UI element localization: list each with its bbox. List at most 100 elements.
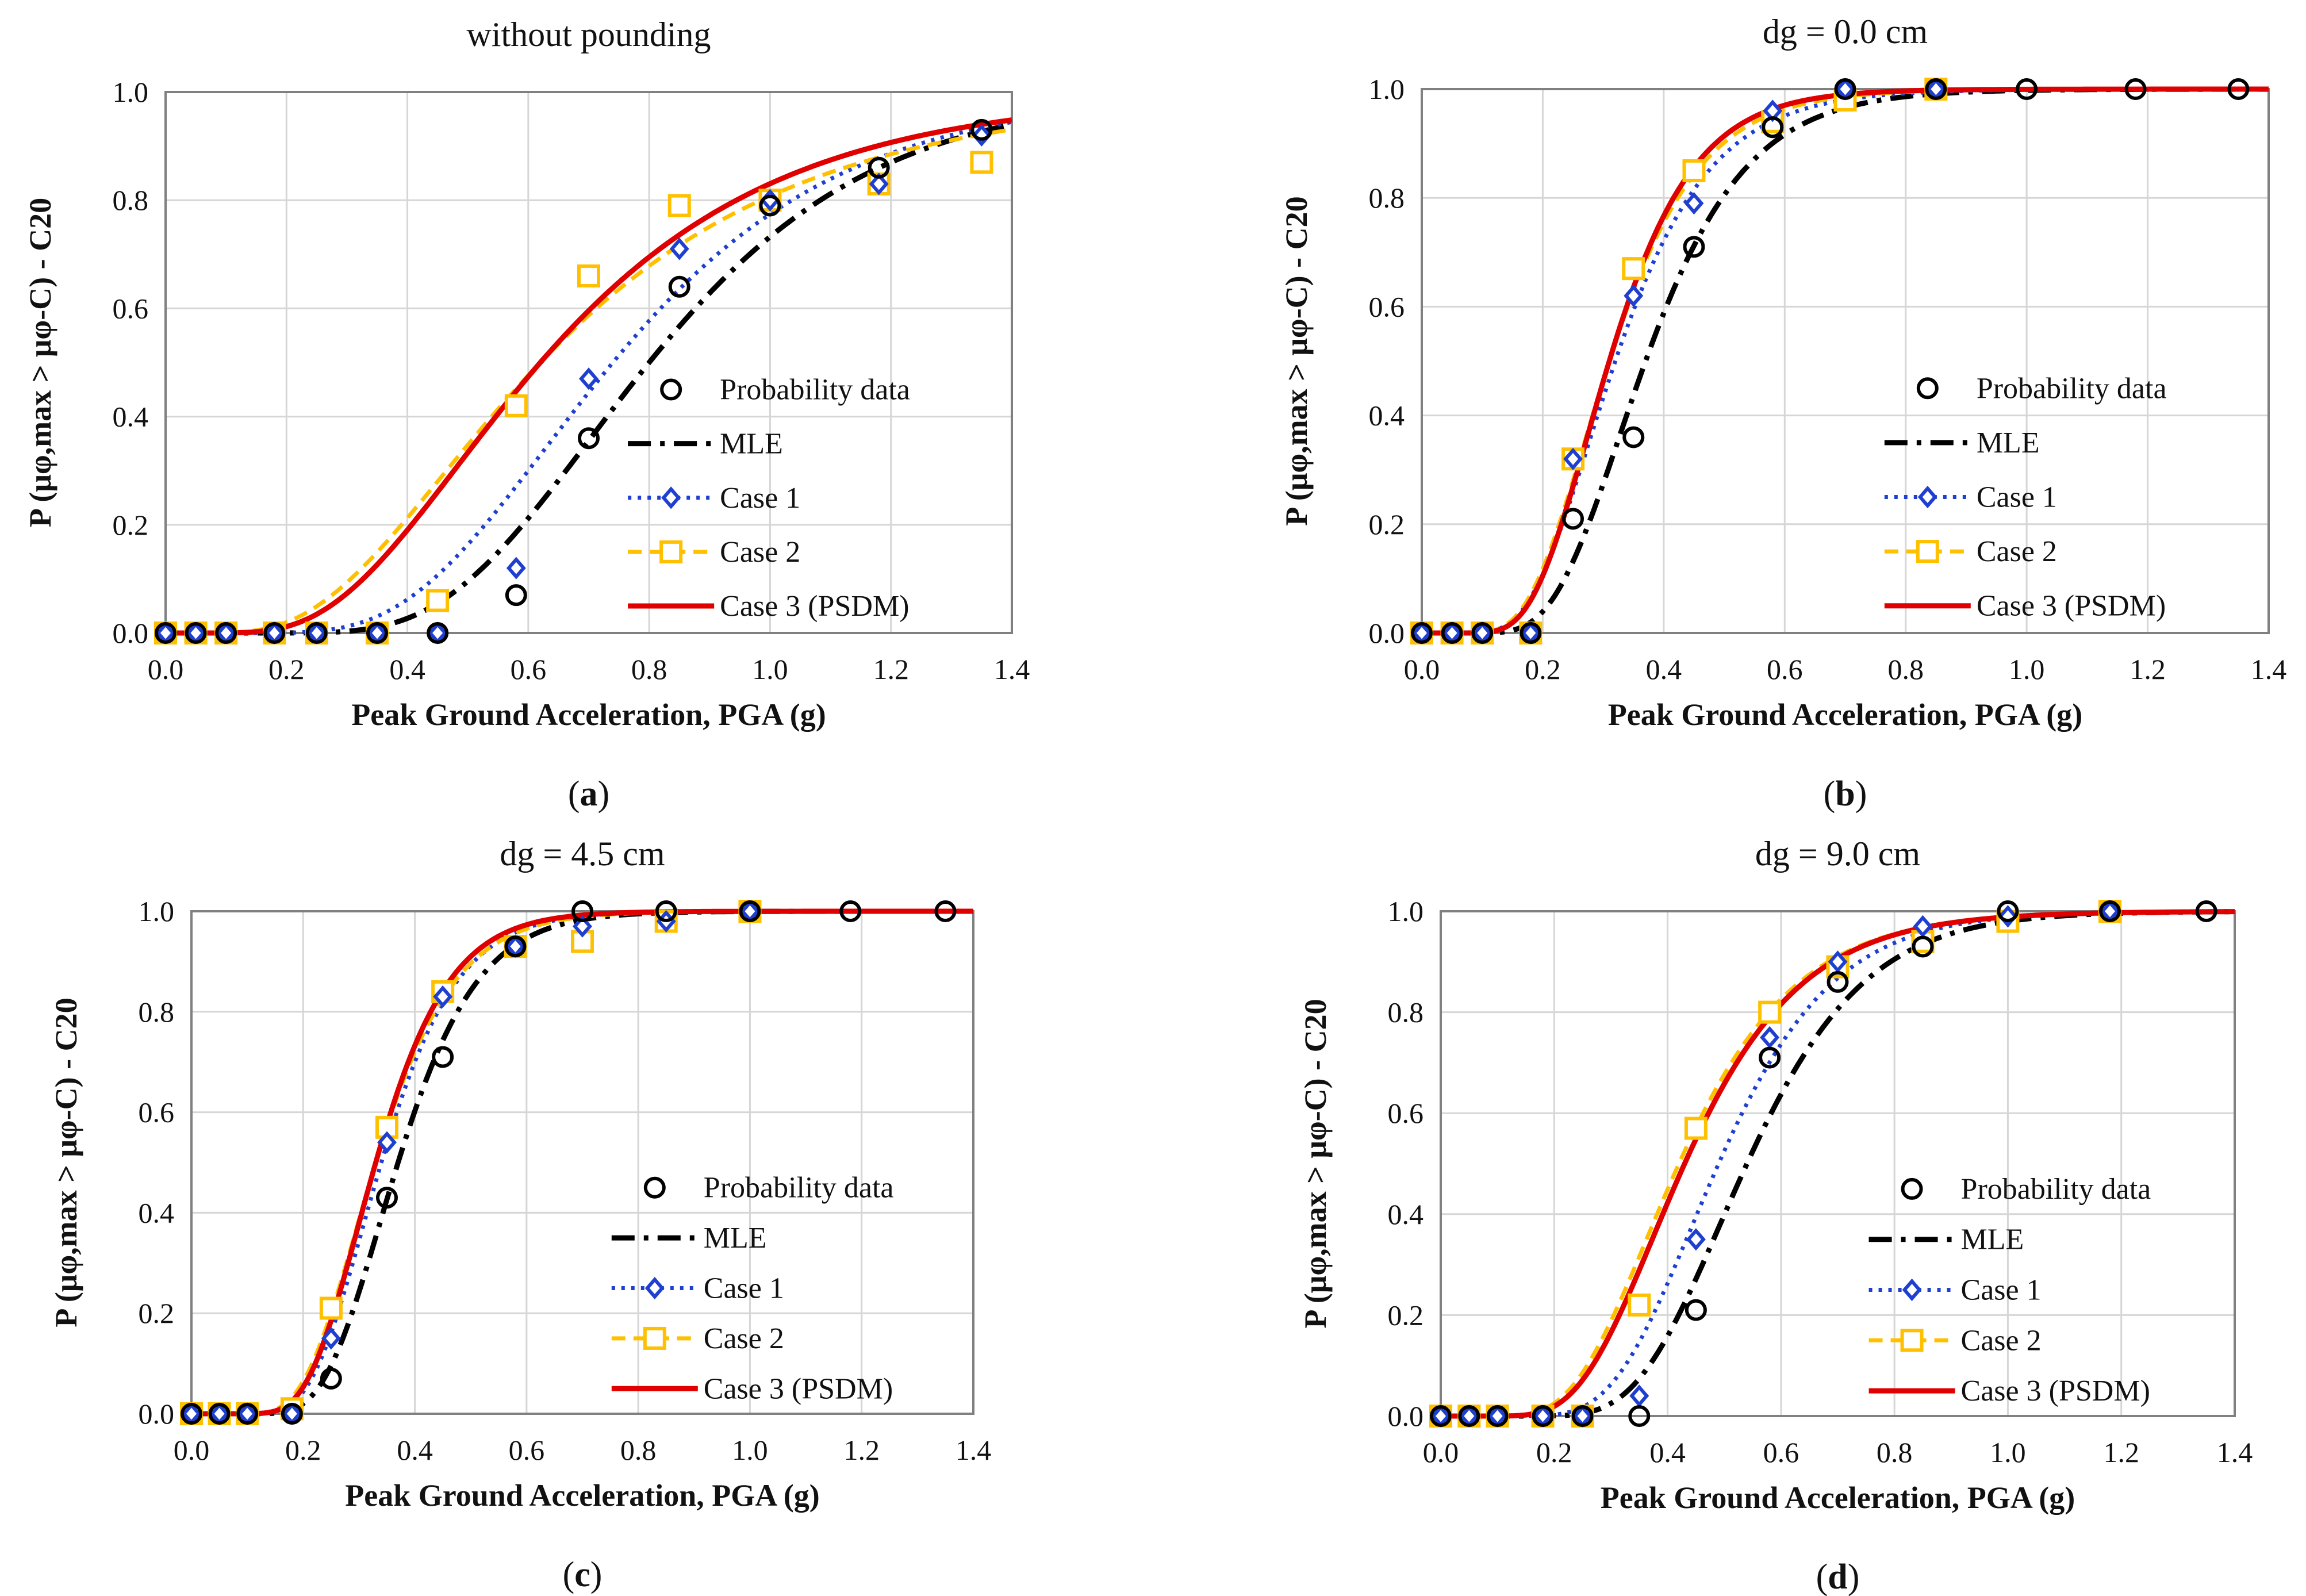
legend-marker-probability	[1916, 377, 1939, 400]
legend-marker-case-1	[1917, 485, 1937, 509]
data-point-probability	[1834, 78, 1856, 100]
legend-item-case-1: Case 1	[628, 482, 800, 515]
data-point-probability	[1762, 116, 1784, 139]
y-tick-label: 0.4	[113, 401, 149, 433]
legend: Probability data MLE Case 1 Case 2 Case 3 (P…	[1868, 1173, 2151, 1407]
y-tick-label: 1.0	[139, 895, 175, 927]
markers	[180, 900, 957, 1425]
legend-item-mle: MLE	[611, 1222, 767, 1254]
panel-caption: (c)	[563, 1555, 603, 1594]
data-point-probability	[2124, 78, 2147, 100]
curves	[1422, 86, 2269, 636]
caption-paren-close: )	[598, 774, 610, 814]
data-point-probability	[970, 118, 993, 141]
data-point-probability	[366, 622, 388, 644]
data-point-probability	[427, 622, 449, 644]
y-tick-label: 0.8	[1388, 996, 1424, 1029]
y-tick-label: 0.6	[139, 1096, 175, 1129]
y-axis-label: P (μφ,max > μφ-C) - C20	[1298, 999, 1333, 1328]
x-tick-label: 1.4	[2251, 653, 2287, 685]
data-point-case-2	[319, 1296, 343, 1320]
y-tick-label: 0.2	[139, 1297, 175, 1329]
y-tick-label: 0.4	[1369, 400, 1405, 432]
legend-label: Case 2	[1977, 535, 2057, 568]
data-point-probability	[1759, 1046, 1781, 1069]
data-point-probability	[185, 622, 207, 644]
legend-marker-case-2	[1916, 540, 1939, 563]
data-point-case-1	[1684, 192, 1704, 215]
caption-letter: c	[574, 1555, 590, 1594]
legend-marker-case-1	[644, 1276, 665, 1300]
y-tick-label: 0.2	[113, 509, 149, 541]
data-point-probability	[2016, 78, 2038, 100]
data-point-probability	[1571, 1405, 1594, 1427]
data-point-probability	[305, 622, 328, 644]
plot-area-frame	[164, 91, 1013, 634]
legend-label: Case 1	[1977, 481, 2057, 514]
caption-paren-open: (	[1816, 1557, 1828, 1596]
legend-item-mle: MLE	[1884, 427, 2040, 459]
legend-item-case-2: Case 2	[628, 536, 800, 569]
plot-area-frame	[1421, 88, 2270, 634]
panel-caption: (b)	[1824, 774, 1867, 814]
data-point-case-1	[669, 237, 689, 260]
data-point-probability	[868, 156, 890, 179]
x-tick-label: 0.2	[1525, 653, 1561, 685]
x-tick-label: 0.6	[1767, 653, 1803, 685]
data-point-case-1	[1760, 1026, 1780, 1049]
legend-item-probability-data: Probability data	[1901, 1173, 2151, 1206]
data-point-case-1	[433, 985, 453, 1008]
data-point-case-1	[506, 557, 526, 580]
legend-item-case-1: Case 1	[1868, 1274, 2042, 1307]
data-point-probability	[1411, 622, 1433, 644]
curves	[191, 908, 973, 1417]
legend-item-probability-data: Probability data	[660, 374, 910, 406]
x-tick-label: 0.4	[397, 1434, 433, 1466]
plot-area-frame	[190, 910, 974, 1415]
legend-label: Probability data	[704, 1172, 894, 1204]
x-tick-label: 0.4	[1649, 1436, 1686, 1468]
legend-item-case-2: Case 2	[1868, 1324, 2042, 1357]
legend-label: Case 2	[720, 536, 800, 569]
legend-item-case-3-psdm: Case 3 (PSDM)	[1884, 590, 2166, 623]
caption-letter: b	[1835, 774, 1855, 814]
data-point-case-1	[377, 1131, 397, 1154]
data-point-probability	[1458, 1405, 1480, 1427]
x-tick-label: 0.6	[1763, 1436, 1799, 1468]
data-point-probability	[320, 1367, 342, 1390]
caption-paren-close: )	[1848, 1557, 1860, 1596]
data-point-case-2	[1628, 1293, 1651, 1317]
curve-case-2	[191, 909, 973, 1416]
legend-item-mle: MLE	[1868, 1223, 2024, 1256]
chart-panel-d: dg = 9.0 cm 0.0 0.2 0.4 0.6 0.8 1.0 1.2 1.4 0.0 0.…	[1298, 835, 2253, 1596]
x-tick-label: 1.0	[752, 653, 788, 685]
y-tick-label: 0.6	[1388, 1097, 1424, 1129]
x-tick-label: 1.2	[873, 653, 909, 685]
caption-paren-open: (	[1824, 774, 1836, 814]
data-point-probability	[1827, 970, 1849, 993]
data-point-probability	[432, 1046, 454, 1068]
x-tick-label: 1.2	[843, 1434, 880, 1466]
caption-letter: a	[580, 774, 598, 814]
curve-mle	[191, 908, 973, 1417]
legend: Probability data MLE Case 1 Case 2 Case 3 (P…	[1884, 372, 2167, 623]
data-point-probability	[1997, 900, 2019, 922]
y-tick-label: 0.8	[113, 184, 149, 216]
curve-case-2	[166, 127, 1012, 635]
legend-marker-probability	[643, 1176, 666, 1199]
x-tick-label: 0.0	[174, 1434, 210, 1466]
x-tick-label: 0.4	[389, 653, 425, 685]
x-tick-label: 0.2	[268, 653, 305, 685]
y-tick-label: 0.6	[113, 292, 149, 324]
legend-label: Case 3 (PSDM)	[704, 1372, 893, 1405]
data-point-probability	[1925, 78, 1947, 100]
x-tick-label: 1.4	[2217, 1436, 2253, 1468]
panel-caption: (d)	[1816, 1557, 1860, 1596]
markers	[1429, 900, 2217, 1428]
data-point-probability	[1486, 1405, 1509, 1427]
x-tick-label: 0.2	[285, 1434, 321, 1466]
curve-case-1	[1441, 910, 2235, 1418]
legend-marker-case-1	[661, 486, 681, 509]
legend-label: Probability data	[720, 374, 910, 406]
caption-paren-close: )	[590, 1555, 603, 1594]
